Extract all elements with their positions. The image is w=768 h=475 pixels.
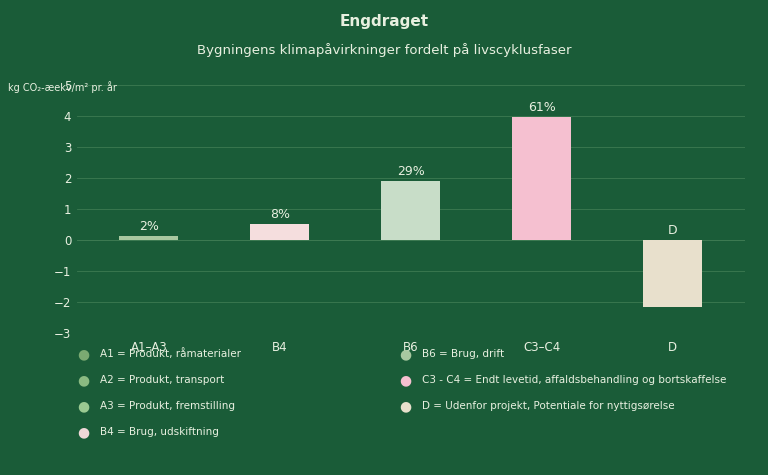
Text: A1 = Produkt, råmaterialer: A1 = Produkt, råmaterialer bbox=[100, 349, 241, 359]
Bar bbox=[250, 224, 310, 240]
Text: D: D bbox=[668, 224, 677, 237]
Bar bbox=[512, 117, 571, 240]
Text: D = Udenfor projekt, Potentiale for nyttigsørelse: D = Udenfor projekt, Potentiale for nytt… bbox=[422, 401, 675, 411]
Text: 8%: 8% bbox=[270, 208, 290, 221]
Text: B4 = Brug, udskiftning: B4 = Brug, udskiftning bbox=[100, 427, 219, 437]
Text: ●: ● bbox=[77, 347, 89, 361]
Text: ●: ● bbox=[399, 373, 412, 387]
Text: 29%: 29% bbox=[397, 164, 425, 178]
Text: kg CO₂-æekv/m² pr. år: kg CO₂-æekv/m² pr. år bbox=[8, 81, 117, 93]
Text: ●: ● bbox=[77, 399, 89, 413]
Text: ●: ● bbox=[77, 425, 89, 439]
Text: B6 = Brug, drift: B6 = Brug, drift bbox=[422, 349, 505, 359]
Text: A2 = Produkt, transport: A2 = Produkt, transport bbox=[100, 375, 224, 385]
Text: C3 - C4 = Endt levetid, affaldsbehandling og bortskaffelse: C3 - C4 = Endt levetid, affaldsbehandlin… bbox=[422, 375, 727, 385]
Text: ●: ● bbox=[399, 399, 412, 413]
Text: ●: ● bbox=[77, 373, 89, 387]
Bar bbox=[382, 180, 440, 240]
Text: 61%: 61% bbox=[528, 101, 556, 114]
Text: Engdraget: Engdraget bbox=[339, 14, 429, 29]
Text: Bygningens klimapåvirkninger fordelt på livscyklusfaser: Bygningens klimapåvirkninger fordelt på … bbox=[197, 43, 571, 57]
Text: 2%: 2% bbox=[139, 220, 159, 233]
Bar bbox=[644, 240, 703, 307]
Text: ●: ● bbox=[399, 347, 412, 361]
Bar bbox=[119, 236, 178, 240]
Text: A3 = Produkt, fremstilling: A3 = Produkt, fremstilling bbox=[100, 401, 235, 411]
